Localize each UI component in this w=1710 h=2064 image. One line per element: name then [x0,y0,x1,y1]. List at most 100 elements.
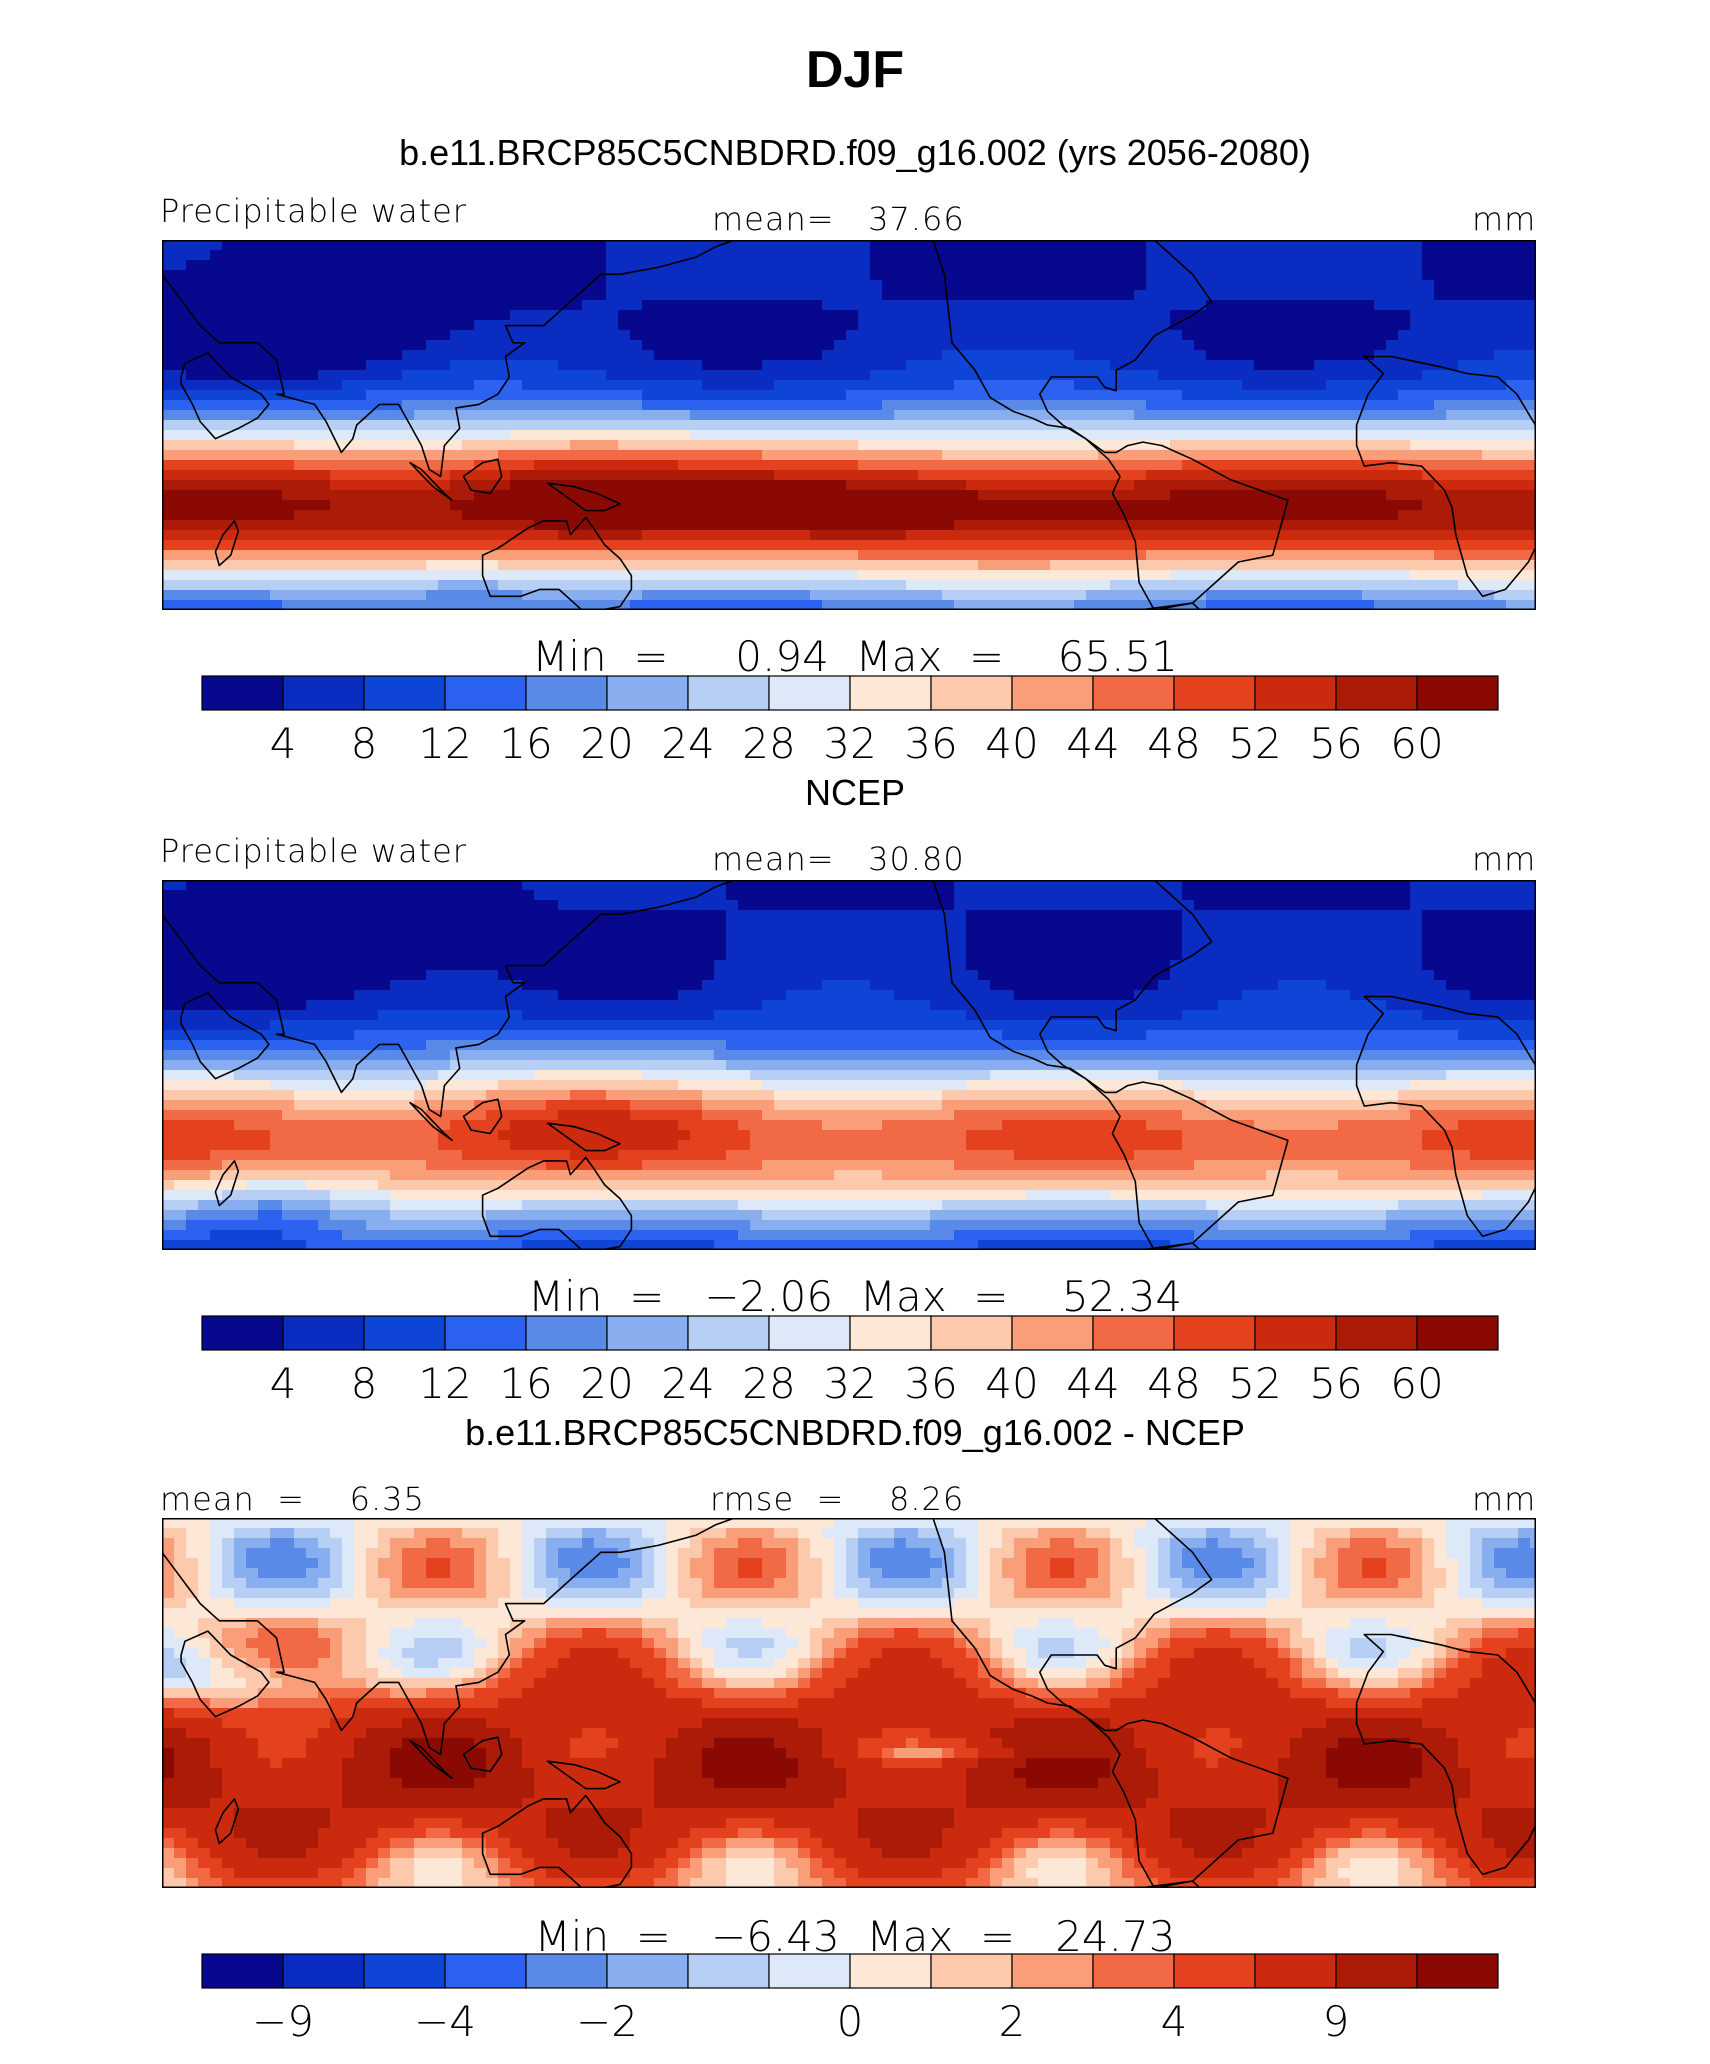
colorbar-tick-label: 60 [1390,1359,1443,1408]
colorbar-tick-label: 28 [742,1359,795,1408]
colorbar-tick-label: −9 [252,1997,314,2046]
coastlines [162,880,1536,1250]
panel-2-title: NCEP [804,772,906,813]
colorbar-tick-label: −2 [576,1997,638,2046]
colorbar-swatch [930,675,1013,711]
contour-field [162,880,1536,1250]
colorbar-tick-label: 40 [985,1359,1038,1408]
colorbar-swatch [1254,1953,1337,1989]
colorbar-tick-label: 4 [1161,1997,1188,2046]
colorbar-swatch [1011,1315,1094,1351]
colorbar-swatch [1173,675,1256,711]
colorbar-swatch [687,1315,770,1351]
colorbar-swatch [930,1953,1013,1989]
colorbar-tick-label: −4 [414,1997,476,2046]
colorbar-swatch [1254,675,1337,711]
map-frame [162,880,1536,1250]
colorbar-swatch [201,1953,284,1989]
main-title: DJF [805,41,905,99]
colorbar-swatch [363,1315,446,1351]
map-frame [162,240,1536,610]
coastlines [162,240,1536,610]
panel-3-units-label: mm [1472,1480,1537,1518]
colorbar-swatch [1254,1315,1337,1351]
colorbar-swatch [849,1953,932,1989]
colorbar-tick-label: 8 [351,719,378,768]
colorbar-tick-label: 16 [499,719,552,768]
colorbar-tick-label: 48 [1147,1359,1200,1408]
colorbar-swatch [444,1953,527,1989]
colorbar-swatch [687,675,770,711]
panel-3-colorbar: −9 −4 −2 0 2 4 9 [201,1953,1499,2046]
colorbar-tick-label: 2 [999,1997,1026,2046]
colorbar-swatch [282,1315,365,1351]
colorbar-tick-label: 60 [1390,719,1443,768]
colorbar-swatch [1335,1315,1418,1351]
coastlines [162,1518,1536,1888]
colorbar-tick-label: 36 [904,1359,957,1408]
colorbar-tick-label: 4 [270,1359,297,1408]
contour-field [162,1518,1536,1888]
panel-3-title: b.e11.BRCP85C5CNBDRD.f09_g16.002 - NCEP [465,1412,1245,1453]
colorbar-swatch [930,1315,1013,1351]
colorbar-swatch [1011,1953,1094,1989]
colorbar-tick-label: 28 [742,719,795,768]
colorbar-tick-label: 56 [1309,1359,1362,1408]
colorbar-swatch [849,675,932,711]
colorbar-swatch [444,1315,527,1351]
colorbar-tick-label: 44 [1066,1359,1119,1408]
panel-1-variable-label: Precipitable water [160,192,467,230]
colorbar-swatch [1335,1953,1418,1989]
colorbar-tick-label: 36 [904,719,957,768]
colorbar-tick-label: 20 [580,1359,633,1408]
colorbar-swatch [606,1315,689,1351]
panel-1-map [162,240,1536,610]
panel-2-map [162,880,1536,1250]
colorbar-swatch [606,1953,689,1989]
panel-2-units-label: mm [1472,840,1537,878]
panel-1-title: b.e11.BRCP85C5CNBDRD.f09_g16.002 (yrs 20… [399,132,1311,173]
colorbar-swatch [201,675,284,711]
colorbar-tick-label: 24 [661,1359,714,1408]
colorbar-tick-label: 0 [837,1997,864,2046]
colorbar-swatch [849,1315,932,1351]
colorbar-swatch [1416,1953,1499,1989]
colorbar-swatch [1416,1315,1499,1351]
panel-2-mean-label: mean= 30.80 [712,840,965,878]
colorbar-swatch [1416,675,1499,711]
colorbar-swatch [201,1315,284,1351]
panel-2-variable-label: Precipitable water [160,832,467,870]
colorbar-tick-label: 44 [1066,719,1119,768]
colorbar-tick-label: 40 [985,719,1038,768]
colorbar-swatch [1173,1953,1256,1989]
colorbar-swatch [768,675,851,711]
panel-1-mean-label: mean= 37.66 [712,200,965,238]
colorbar-tick-label: 24 [661,719,714,768]
panel-3-rmse-label: rmse = 8.26 [710,1480,965,1518]
colorbar-swatch [1092,1953,1175,1989]
colorbar-tick-label: 9 [1323,1997,1350,2046]
colorbar-swatch [768,1953,851,1989]
colorbar-tick-label: 12 [418,1359,471,1408]
colorbar-swatch [525,1315,608,1351]
panel-3-minmax: Min = −6.43 Max = 24.73 [534,1912,1176,1961]
panel-1-minmax: Min = 0.94 Max = 65.51 [532,632,1178,681]
map-frame [162,1518,1536,1888]
colorbar-swatch [1092,675,1175,711]
colorbar-tick-label: 48 [1147,719,1200,768]
colorbar-tick-label: 4 [270,719,297,768]
panel-1-colorbar: 4 8 12 16 20 24 28 32 36 40 44 48 52 56 60 [201,675,1499,768]
colorbar-swatch [444,675,527,711]
colorbar-swatch [687,1953,770,1989]
colorbar-swatch [1173,1315,1256,1351]
colorbar-swatch [282,1953,365,1989]
colorbar-tick-label: 12 [418,719,471,768]
colorbar-swatch [363,1953,446,1989]
colorbar-tick-label: 20 [580,719,633,768]
colorbar-tick-label: 56 [1309,719,1362,768]
colorbar-swatch [606,675,689,711]
colorbar-tick-label: 52 [1228,1359,1281,1408]
colorbar-swatch [282,675,365,711]
colorbar-swatch [1092,1315,1175,1351]
colorbar-swatch [363,675,446,711]
